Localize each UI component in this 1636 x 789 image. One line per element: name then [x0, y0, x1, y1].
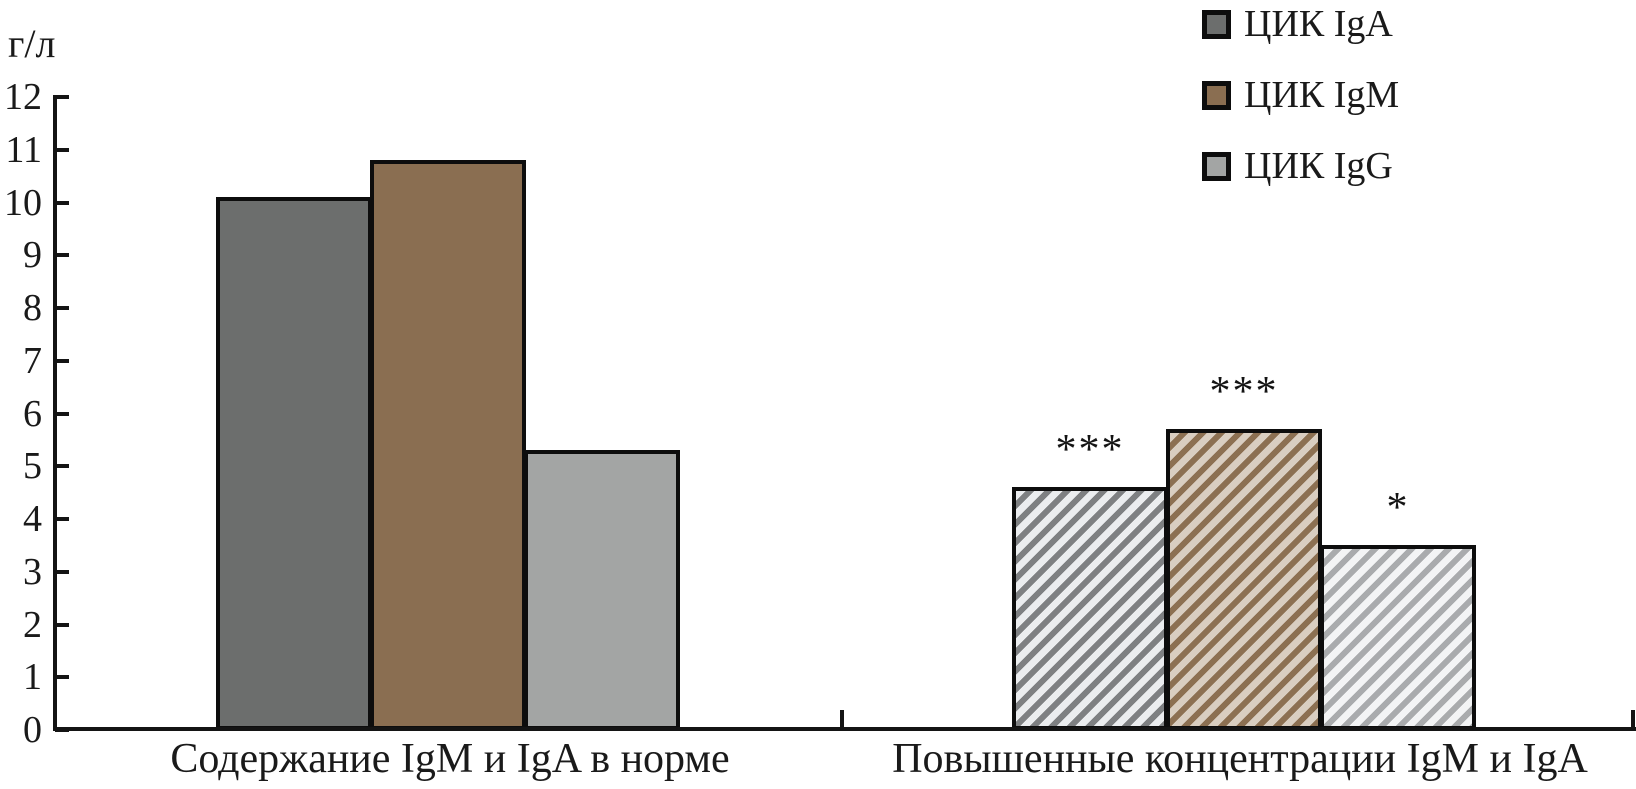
x-tick-mark	[1631, 710, 1635, 730]
y-tick-label: 12	[4, 76, 42, 118]
bar-цик-igm-group2	[1166, 429, 1322, 730]
bar-цик-iga-group2	[1012, 487, 1168, 730]
legend-row: ЦИК IgM	[1202, 76, 1399, 114]
legend-label: ЦИК IgG	[1244, 145, 1393, 187]
y-axis-unit-label: г/л	[8, 21, 56, 66]
category-label: Содержание IgM и IgA в норме	[170, 736, 730, 782]
y-tick-label: 4	[23, 498, 42, 540]
y-tick-label: 3	[23, 550, 42, 593]
y-tick-label: 1	[23, 656, 42, 699]
y-tick-mark	[55, 411, 69, 416]
significance-label: *	[1386, 485, 1410, 531]
x-axis-line	[53, 727, 1636, 731]
significance-label: ***	[1055, 427, 1125, 473]
legend-swatch	[1202, 151, 1231, 181]
y-tick-mark	[55, 306, 69, 310]
y-tick-label: 9	[23, 234, 42, 277]
legend-row: ЦИК IgG	[1202, 147, 1399, 185]
bar-цик-igm-group1	[370, 160, 526, 730]
category-label: Повышенные концентрации IgM и IgA	[892, 736, 1588, 782]
y-tick-mark	[55, 675, 69, 680]
legend-label: ЦИК IgA	[1244, 3, 1393, 45]
y-tick-label: 10	[4, 181, 42, 224]
y-tick-mark	[55, 569, 69, 574]
y-tick-label: 11	[5, 128, 42, 171]
y-tick-mark	[55, 358, 69, 363]
y-tick-mark	[55, 253, 69, 258]
y-tick-mark	[55, 622, 69, 627]
y-tick-mark	[55, 517, 69, 521]
significance-label: ***	[1209, 369, 1279, 415]
y-tick-mark	[55, 147, 69, 152]
y-tick-label: 2	[23, 603, 42, 646]
y-tick-label: 5	[23, 445, 42, 488]
y-tick-mark	[55, 200, 69, 205]
y-tick-label: 6	[23, 392, 42, 435]
y-tick-label: 8	[23, 287, 42, 329]
bar-цик-igg-group2	[1320, 545, 1476, 730]
legend-label: ЦИК IgM	[1244, 74, 1400, 116]
y-axis-line	[53, 95, 57, 731]
bar-цик-iga-group1	[216, 197, 372, 730]
legend-row: ЦИК IgA	[1202, 5, 1399, 43]
legend: ЦИК IgA ЦИК IgM ЦИК IgG	[1202, 5, 1399, 218]
y-tick-label: 0	[23, 709, 42, 751]
bar-цик-igg-group1	[524, 450, 680, 730]
y-tick-label: 7	[23, 339, 42, 382]
legend-swatch	[1202, 80, 1231, 110]
x-tick-mark	[840, 710, 844, 730]
y-tick-mark	[55, 464, 69, 469]
y-tick-mark	[55, 95, 69, 99]
legend-swatch	[1202, 9, 1231, 39]
